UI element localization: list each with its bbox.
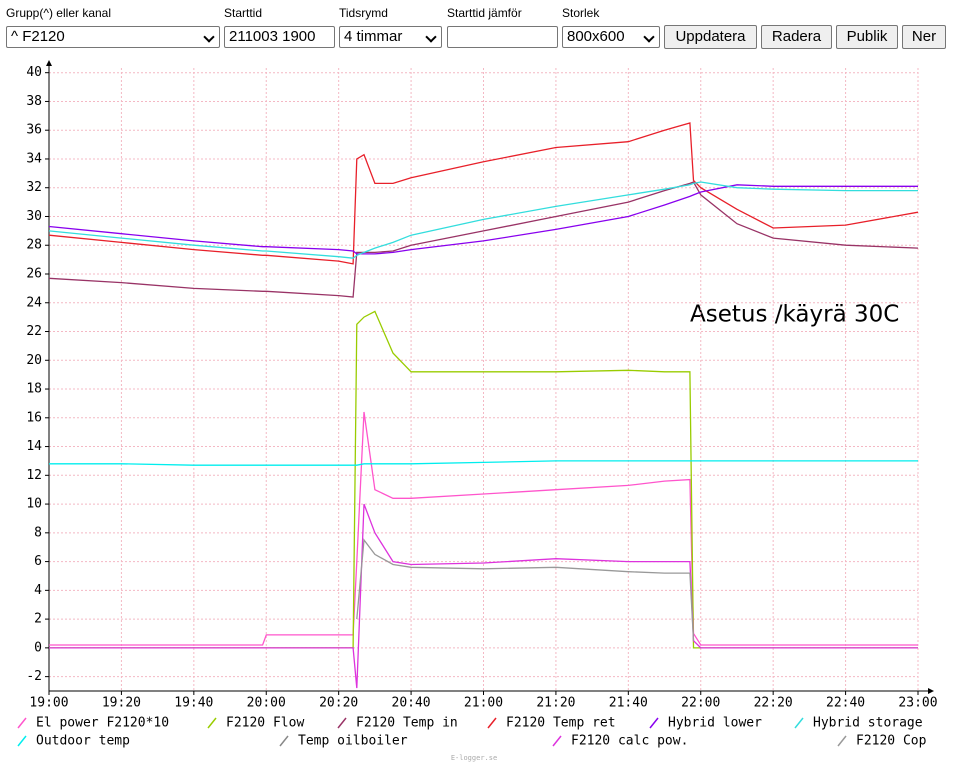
- legend-swatch: [17, 735, 27, 747]
- legend-swatch: [487, 717, 497, 729]
- y-tick-label: 20: [26, 353, 42, 368]
- x-tick-label: 22:00: [681, 696, 720, 711]
- legend-swatch: [279, 735, 289, 747]
- legend-swatch: [337, 717, 347, 729]
- legend-label: El power F2120*10: [36, 716, 169, 731]
- legend-swatch: [207, 717, 217, 729]
- y-tick-label: 0: [34, 640, 42, 655]
- legend-label: F2120 Cop: [856, 734, 927, 749]
- series-line: [49, 460, 918, 466]
- y-tick-label: 6: [34, 554, 42, 569]
- x-tick-label: 20:20: [319, 696, 358, 711]
- field-label: Starttid: [224, 6, 263, 20]
- y-tick-label: 30: [26, 209, 42, 224]
- annotation: Asetus /käyrä 30C: [690, 302, 899, 328]
- legend-label: F2120 Temp ret: [506, 716, 616, 731]
- update-button[interactable]: Uppdatera: [664, 25, 757, 49]
- series-line: [48, 181, 919, 298]
- y-tick-label: -2: [26, 669, 42, 684]
- x-tick-label: 20:40: [392, 696, 431, 711]
- x-tick-label: 22:20: [754, 696, 793, 711]
- legend-swatch: [649, 717, 659, 729]
- x-tick-label: 19:40: [174, 696, 213, 711]
- x-tick-label: 22:40: [826, 696, 865, 711]
- x-tick-label: 19:20: [102, 696, 141, 711]
- legend-label: Hybrid lower: [668, 716, 762, 731]
- footer: E-logger.se: [451, 754, 497, 762]
- series-line: [49, 411, 918, 646]
- axis-arrow: [46, 60, 934, 694]
- legend-label: F2120 calc pow.: [571, 734, 688, 749]
- y-tick-label: 10: [26, 497, 42, 512]
- legend-label: Outdoor temp: [36, 734, 130, 749]
- y-tick-label: 18: [26, 382, 42, 397]
- x-tick-label: 23:00: [898, 696, 937, 711]
- field-label: Grupp(^) eller kanal: [6, 6, 112, 20]
- y-tick-label: 12: [26, 468, 42, 483]
- y-tick-label: 24: [26, 295, 42, 310]
- publish-button[interactable]: Publik: [836, 25, 898, 49]
- down-button[interactable]: Ner: [902, 25, 946, 49]
- start-input[interactable]: 211003 1900: [224, 26, 335, 48]
- x-tick-label: 21:00: [464, 696, 503, 711]
- series-line: [49, 503, 918, 689]
- legend-swatch: [837, 735, 847, 747]
- y-tick-label: 34: [26, 151, 42, 166]
- y-tick-label: 40: [26, 65, 42, 80]
- y-tick-label: 26: [26, 267, 42, 282]
- y-tick-label: 4: [34, 583, 42, 598]
- size-select[interactable]: 800x600: [562, 26, 660, 48]
- series-line: [356, 538, 695, 641]
- y-tick-label: 38: [26, 94, 42, 109]
- clear-button[interactable]: Radera: [761, 25, 832, 49]
- y-tick-label: 8: [34, 525, 42, 540]
- y-tick-label: 22: [26, 324, 42, 339]
- axis: [48, 64, 928, 692]
- legend-label: Temp oilboiler: [298, 734, 408, 749]
- legend-label: Hybrid storage: [813, 716, 923, 731]
- y-tick-label: 2: [34, 612, 42, 627]
- legend-swatch: [794, 717, 804, 729]
- y-tick-label: 16: [26, 410, 42, 425]
- y-tick-label: 32: [26, 180, 42, 195]
- field-label: Storlek: [562, 6, 600, 20]
- legend-label: F2120 Flow: [226, 716, 304, 731]
- series-line: [48, 122, 919, 265]
- x-tick-label: 21:20: [536, 696, 575, 711]
- x-tick-label: 20:00: [247, 696, 286, 711]
- compare-input[interactable]: [447, 26, 558, 48]
- x-tick-label: 21:40: [609, 696, 648, 711]
- field-label: Tidsrymd: [339, 6, 388, 20]
- y-tick-label: 14: [26, 439, 42, 454]
- y-tick-label: 28: [26, 238, 42, 253]
- group-select[interactable]: ^ F2120: [6, 26, 220, 48]
- legend-swatch: [552, 735, 562, 747]
- field-label: Starttid jämför: [447, 6, 522, 20]
- series-line: [48, 181, 918, 259]
- legend-swatch: [17, 717, 27, 729]
- span-select[interactable]: 4 timmar: [339, 26, 442, 48]
- y-tick-label: 36: [26, 123, 42, 138]
- x-tick-label: 19:00: [29, 696, 68, 711]
- series-line: [48, 184, 918, 255]
- legend-label: F2120 Temp in: [356, 716, 458, 731]
